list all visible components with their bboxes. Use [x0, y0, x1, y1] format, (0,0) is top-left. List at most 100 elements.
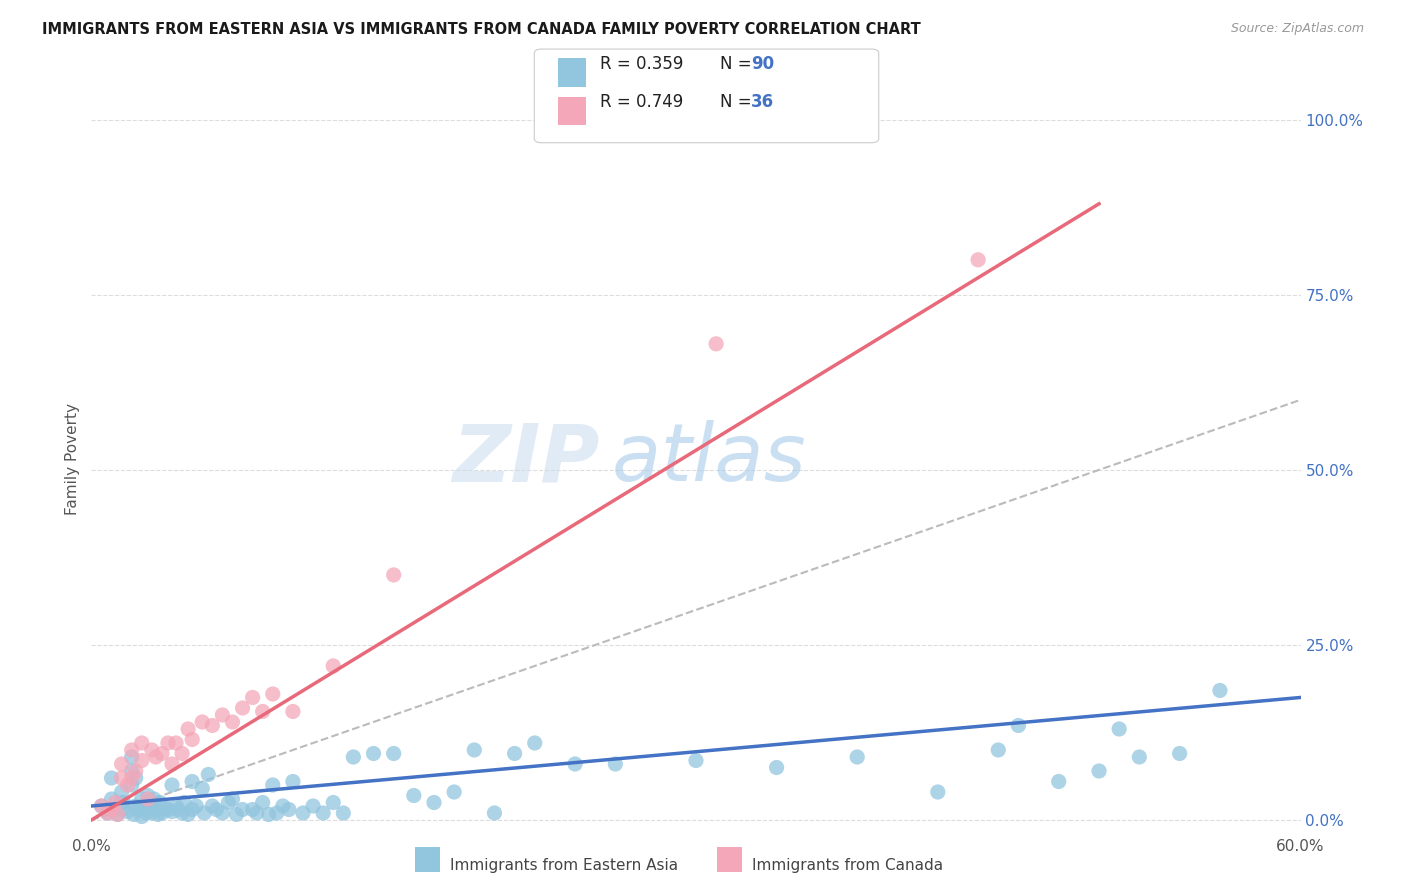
Point — [302, 799, 325, 814]
Point — [156, 803, 179, 817]
Point — [165, 799, 187, 814]
Point — [132, 803, 155, 817]
Point — [90, 799, 112, 814]
Point — [382, 747, 405, 761]
Point — [312, 805, 335, 820]
Point — [242, 803, 264, 817]
Point — [131, 736, 153, 750]
Point — [191, 781, 214, 796]
Point — [181, 774, 204, 789]
Point — [252, 705, 274, 719]
Point — [1168, 747, 1191, 761]
Point — [423, 796, 446, 810]
Point — [1088, 764, 1111, 778]
Text: R = 0.749: R = 0.749 — [600, 93, 683, 111]
Point — [704, 336, 727, 351]
Point — [382, 568, 405, 582]
Text: Source: ZipAtlas.com: Source: ZipAtlas.com — [1230, 22, 1364, 36]
Y-axis label: Family Poverty: Family Poverty — [65, 403, 80, 516]
Point — [211, 708, 233, 723]
Point — [111, 796, 132, 810]
Point — [231, 803, 253, 817]
Point — [225, 807, 247, 822]
Point — [172, 805, 194, 820]
Point — [201, 718, 224, 732]
Point — [281, 705, 304, 719]
Point — [193, 805, 215, 820]
Point — [122, 807, 145, 822]
Point — [177, 807, 200, 822]
Point — [564, 756, 586, 771]
Point — [257, 807, 280, 822]
Point — [246, 805, 269, 820]
Point — [221, 792, 243, 806]
Point — [156, 736, 179, 750]
Point — [927, 785, 949, 799]
Point — [252, 796, 274, 810]
Point — [100, 792, 122, 806]
Point — [111, 756, 132, 771]
Point — [685, 754, 707, 768]
Point — [141, 799, 163, 814]
Point — [104, 796, 127, 810]
Point — [281, 774, 304, 789]
Point — [262, 687, 284, 701]
Point — [846, 750, 869, 764]
Point — [402, 789, 425, 803]
Point — [197, 767, 219, 781]
Point — [177, 722, 200, 736]
Point — [111, 771, 132, 785]
Point — [1128, 750, 1150, 764]
Point — [125, 771, 148, 785]
Point — [145, 750, 167, 764]
Point — [150, 747, 173, 761]
Point — [186, 799, 208, 814]
Point — [765, 760, 787, 774]
Point — [262, 778, 284, 792]
Point — [342, 750, 364, 764]
Point — [153, 799, 176, 814]
Point — [217, 796, 239, 810]
Point — [1108, 722, 1130, 736]
Point — [112, 796, 135, 810]
Point — [191, 714, 214, 729]
Point — [1007, 718, 1029, 732]
Point — [135, 805, 157, 820]
Point — [967, 252, 990, 267]
Point — [141, 743, 163, 757]
Point — [127, 803, 149, 817]
Point — [96, 805, 118, 820]
Point — [605, 756, 627, 771]
Point — [173, 796, 195, 810]
Text: Immigrants from Canada: Immigrants from Canada — [752, 858, 943, 872]
Point — [181, 732, 204, 747]
Point — [149, 796, 172, 810]
Point — [117, 805, 139, 819]
Text: 36: 36 — [751, 93, 773, 111]
Text: atlas: atlas — [612, 420, 806, 499]
Point — [987, 743, 1010, 757]
Text: 90: 90 — [751, 54, 773, 72]
Point — [266, 805, 288, 820]
Point — [136, 789, 159, 803]
Point — [160, 756, 183, 771]
Point — [107, 807, 129, 822]
Point — [1047, 774, 1070, 789]
Point — [165, 736, 187, 750]
Point — [322, 659, 344, 673]
Point — [117, 778, 139, 792]
Point — [221, 714, 243, 729]
Point — [104, 803, 127, 817]
Point — [111, 785, 132, 799]
Point — [1209, 683, 1232, 698]
Text: Immigrants from Eastern Asia: Immigrants from Eastern Asia — [450, 858, 678, 872]
Point — [141, 805, 163, 820]
Point — [242, 690, 264, 705]
Point — [172, 747, 194, 761]
Point — [205, 803, 228, 817]
Point — [136, 792, 159, 806]
Point — [121, 743, 143, 757]
Point — [111, 803, 132, 817]
Text: N =: N = — [720, 93, 756, 111]
Point — [90, 799, 112, 814]
